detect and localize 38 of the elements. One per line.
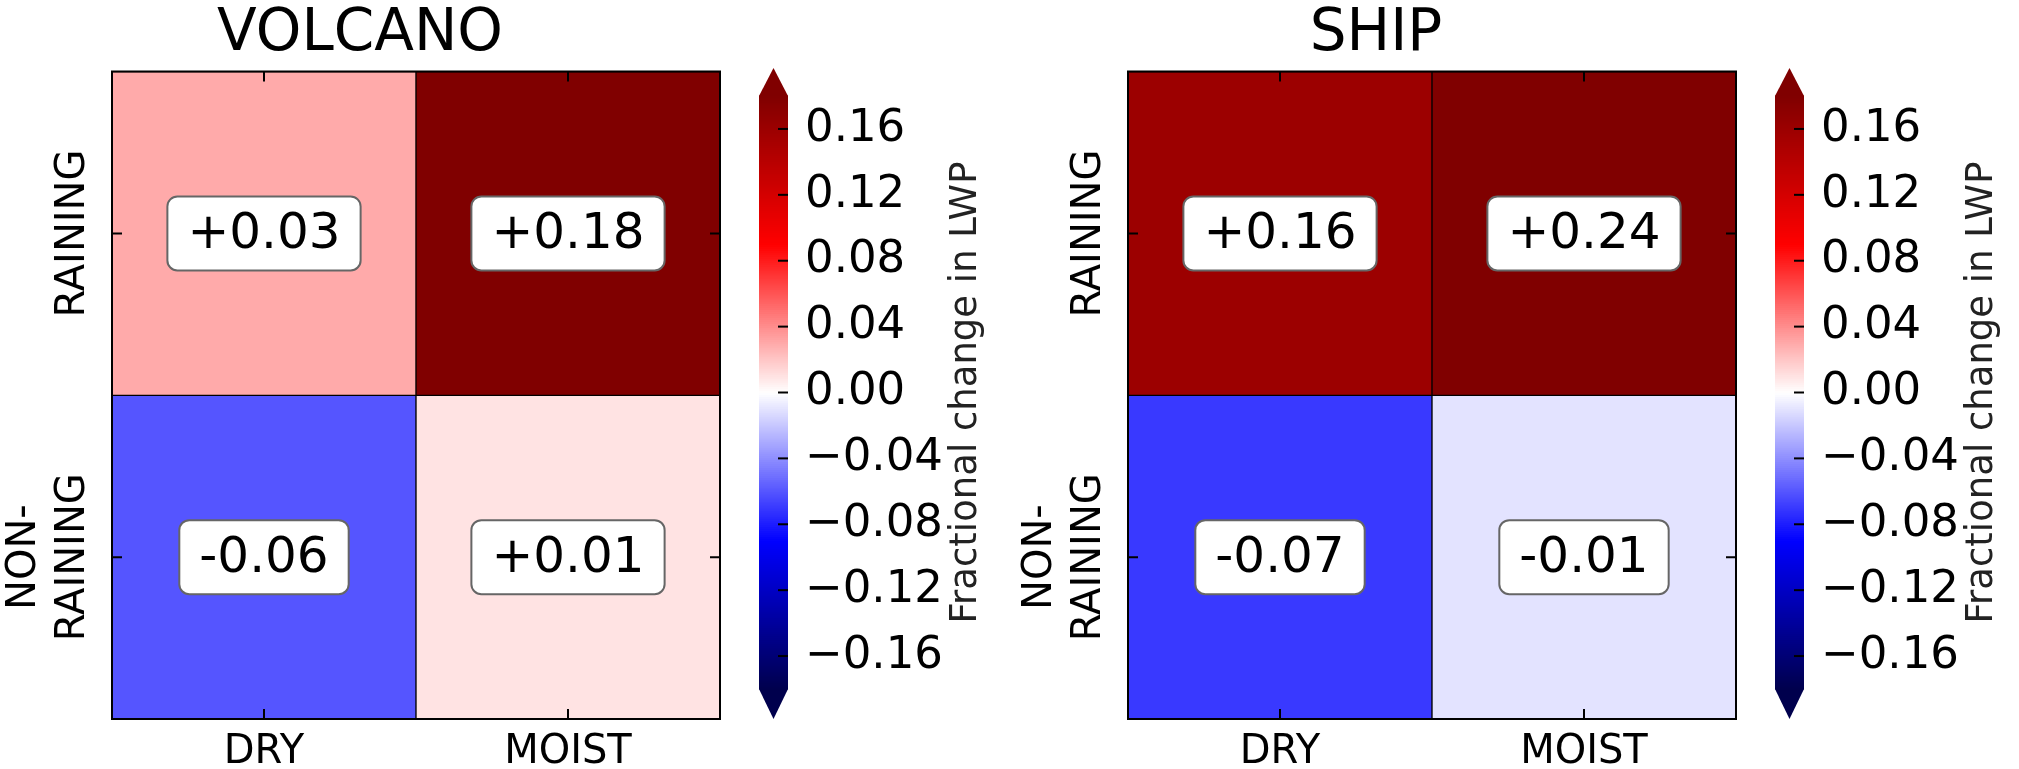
data-label: -0.06 — [199, 526, 329, 585]
color-bar-label: 0.16 — [1821, 98, 1922, 152]
color-bar-label: −0.08 — [1821, 493, 1959, 547]
chart-title: SHIP — [1309, 0, 1443, 64]
color-bar-label: −0.12 — [1821, 559, 1959, 613]
color-bar-title: Fractional change in LWP — [941, 161, 985, 624]
y-tick-label: NON- RAINING — [0, 473, 94, 642]
color-bar-label: 0.00 — [1821, 362, 1922, 416]
color-bar-label: −0.16 — [805, 625, 943, 679]
data-label: +0.01 — [491, 526, 645, 585]
color-bar-label: −0.04 — [805, 428, 943, 482]
data-label: +0.24 — [1507, 202, 1661, 261]
x-tick-label: MOIST — [504, 726, 633, 769]
color-bar-label: 0.16 — [805, 98, 906, 152]
color-bar-label: −0.08 — [805, 493, 943, 547]
data-label: +0.03 — [187, 202, 341, 261]
chart-title: VOLCANO — [217, 0, 503, 64]
y-tick-label: RAINING — [47, 149, 94, 318]
data-label: -0.01 — [1519, 526, 1649, 585]
color-bar-label: 0.08 — [1821, 230, 1922, 284]
color-bar-label: −0.16 — [1821, 625, 1959, 679]
color-bar-title: Fractional change in LWP — [1957, 161, 2001, 624]
color-bar-label: −0.12 — [805, 559, 943, 613]
x-tick-label: MOIST — [1520, 726, 1649, 769]
data-label: -0.07 — [1215, 526, 1345, 585]
color-bar-label: 0.04 — [805, 296, 906, 350]
x-tick-label: DRY — [223, 726, 305, 769]
color-bar-label: 0.12 — [1821, 164, 1922, 218]
y-tick-label: RAINING — [1063, 149, 1110, 318]
color-bar-label: 0.12 — [805, 164, 906, 218]
color-bar-label: −0.04 — [1821, 428, 1959, 482]
data-label: +0.18 — [491, 202, 645, 261]
color-bar-label: 0.00 — [805, 362, 906, 416]
data-label: +0.16 — [1203, 202, 1357, 261]
y-tick-label: NON- RAINING — [1014, 473, 1110, 642]
color-bar-label: 0.08 — [805, 230, 906, 284]
color-bar-label: 0.04 — [1821, 296, 1922, 350]
x-tick-label: DRY — [1239, 726, 1321, 769]
